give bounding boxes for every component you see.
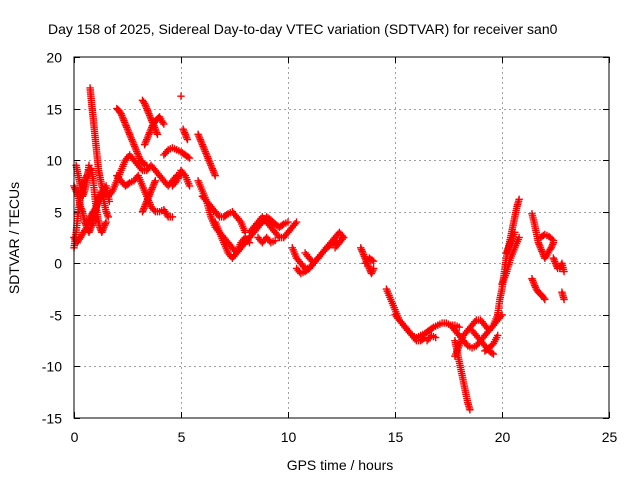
data-point [211, 171, 219, 180]
series-track-l [138, 177, 160, 216]
series-track-p [194, 130, 219, 180]
series-track-i [177, 92, 185, 100]
points-layer [70, 84, 568, 414]
data-point [271, 236, 279, 245]
y-tick-label: 0 [54, 256, 62, 272]
y-tick-label: 20 [46, 50, 62, 66]
data-point [515, 233, 523, 242]
series-track-s [211, 218, 254, 262]
series-track-aa [361, 254, 378, 267]
series-track-aq [558, 288, 568, 304]
data-point [153, 130, 162, 139]
data-point [549, 236, 558, 245]
x-tick-label: 5 [178, 429, 186, 445]
data-point [466, 406, 474, 414]
data-point [85, 161, 93, 169]
series-track-r [198, 192, 249, 237]
series-track-o [179, 125, 192, 144]
series-track-x [301, 249, 318, 267]
data-point [284, 218, 292, 226]
data-point [168, 213, 177, 221]
data-point [102, 218, 110, 226]
data-point [104, 213, 112, 221]
series-track-t [245, 213, 301, 242]
x-tick-label: 0 [71, 429, 79, 445]
series-track-an [528, 275, 549, 304]
data-point [511, 228, 519, 237]
data-point [245, 238, 254, 247]
data-point [455, 323, 463, 331]
data-point [339, 233, 348, 242]
data-point [369, 264, 378, 273]
data-point [541, 295, 549, 304]
series-track-al [502, 228, 519, 257]
series-track-ad [423, 331, 440, 345]
y-tick-label: 10 [46, 153, 62, 169]
y-tick-label: -10 [42, 359, 62, 375]
chart-title: Day 158 of 2025, Sidereal Day-to-day VTE… [48, 21, 558, 37]
data-point [309, 259, 318, 267]
y-tick-label: 15 [46, 102, 62, 118]
series-track-y [331, 233, 348, 252]
data-point [177, 92, 185, 100]
data-point [494, 331, 502, 340]
series-track-ai [481, 331, 502, 355]
series-track-e [86, 84, 110, 200]
series-track-ap [549, 254, 568, 276]
y-axis-label: SDTVAR / TECUs [6, 182, 22, 294]
data-point [515, 195, 523, 204]
y-tick-label: 5 [54, 205, 62, 221]
x-tick-label: 25 [602, 429, 618, 445]
series-track-d [72, 161, 93, 200]
data-point [489, 350, 498, 358]
series-track-ag [451, 311, 502, 360]
series-track-am [528, 210, 558, 262]
data-point [369, 257, 378, 265]
series-track-m [160, 144, 194, 162]
data-point [185, 182, 194, 190]
y-tick-label: -5 [50, 308, 63, 324]
data-point [431, 333, 440, 342]
grid-layer [74, 57, 609, 418]
x-tick-label: 20 [495, 429, 511, 445]
data-point [560, 295, 568, 304]
x-tick-label: 15 [388, 429, 404, 445]
data-point [185, 154, 194, 162]
x-tick-label: 10 [281, 429, 297, 445]
data-point [560, 267, 568, 276]
plot-frame [73, 56, 610, 419]
data-point [183, 135, 192, 144]
y-tick-label: -15 [42, 411, 62, 427]
series-track-u [254, 233, 279, 247]
data-point [105, 197, 114, 206]
series-track-ak [498, 233, 523, 288]
series-track-ao [536, 230, 558, 245]
data-point [160, 120, 168, 128]
series-track-ae [451, 336, 474, 414]
data-point [151, 177, 160, 185]
series-track-h [140, 113, 168, 149]
data-point [292, 218, 301, 226]
series-track-n [168, 166, 194, 190]
x-axis-label: GPS time / hours [287, 457, 394, 473]
